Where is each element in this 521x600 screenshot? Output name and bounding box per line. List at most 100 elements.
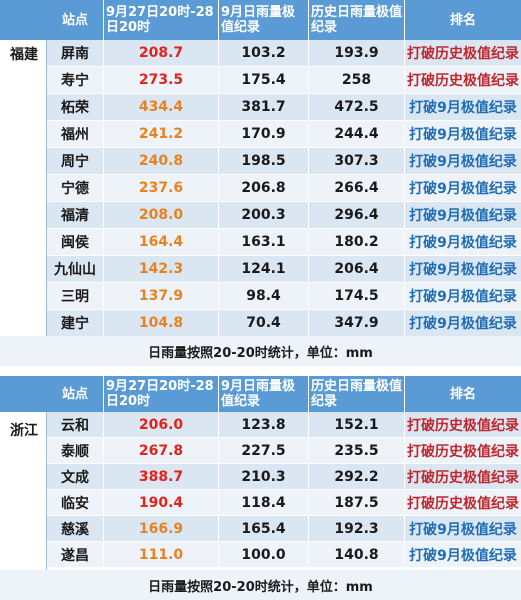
rainfall-cell: 237.6 bbox=[104, 175, 219, 202]
header-hist-record: 历史日雨量极值纪录 bbox=[309, 376, 405, 412]
sept-record-cell: 118.4 bbox=[219, 490, 309, 516]
rainfall-cell: 273.5 bbox=[104, 67, 219, 94]
hist-record-cell: 244.4 bbox=[309, 121, 405, 148]
rank-cell: 打破历史极值纪录 bbox=[405, 40, 521, 67]
rank-cell: 打破9月极值纪录 bbox=[405, 542, 521, 568]
station-cell: 福清 bbox=[47, 202, 104, 229]
rainfall-cell: 208.0 bbox=[104, 202, 219, 229]
table-row: 福清 208.0 200.3 296.4 打破9月极值纪录 bbox=[0, 202, 521, 229]
rank-cell: 打破9月极值纪录 bbox=[405, 175, 521, 202]
station-cell: 遂昌 bbox=[47, 542, 104, 568]
station-cell: 慈溪 bbox=[47, 516, 104, 542]
station-cell: 三明 bbox=[47, 283, 104, 310]
province-label-fujian: 福建 bbox=[0, 40, 47, 336]
header-station: 站点 bbox=[47, 376, 104, 412]
rainfall-cell: 267.8 bbox=[104, 438, 219, 464]
sept-record-cell: 206.8 bbox=[219, 175, 309, 202]
station-cell: 寿宁 bbox=[47, 67, 104, 94]
rank-cell: 打破9月极值纪录 bbox=[405, 148, 521, 175]
rank-cell: 打破9月极值纪录 bbox=[405, 283, 521, 310]
sept-record-cell: 100.0 bbox=[219, 542, 309, 568]
table-row: 建宁 104.8 70.4 347.9 打破9月极值纪录 bbox=[0, 310, 521, 337]
station-cell: 闽侯 bbox=[47, 229, 104, 256]
hist-record-cell: 347.9 bbox=[309, 310, 405, 337]
rainfall-cell: 111.0 bbox=[104, 542, 219, 568]
header-rank: 排名 bbox=[405, 376, 521, 412]
rainfall-cell: 166.9 bbox=[104, 516, 219, 542]
header-hist-record: 历史日雨量极值纪录 bbox=[309, 0, 405, 40]
sept-record-cell: 123.8 bbox=[219, 412, 309, 438]
table-row: 闽侯 164.4 163.1 180.2 打破9月极值纪录 bbox=[0, 229, 521, 256]
hist-record-cell: 307.3 bbox=[309, 148, 405, 175]
fujian-header-row: 站点 9月27日20时-28日20时 9月日雨量极值纪录 历史日雨量极值纪录 排… bbox=[0, 0, 521, 40]
table-row: 宁德 237.6 206.8 266.4 打破9月极值纪录 bbox=[0, 175, 521, 202]
hist-record-cell: 140.8 bbox=[309, 542, 405, 568]
table-row: 柘荣 434.4 381.7 472.5 打破9月极值纪录 bbox=[0, 94, 521, 121]
rank-cell: 打破历史极值纪录 bbox=[405, 438, 521, 464]
sept-record-cell: 175.4 bbox=[219, 67, 309, 94]
station-cell: 建宁 bbox=[47, 310, 104, 337]
sept-record-cell: 210.3 bbox=[219, 464, 309, 490]
station-cell: 泰顺 bbox=[47, 438, 104, 464]
table-gap bbox=[0, 366, 521, 376]
rank-cell: 打破历史极值纪录 bbox=[405, 464, 521, 490]
rainfall-cell: 142.3 bbox=[104, 256, 219, 283]
station-cell: 文成 bbox=[47, 464, 104, 490]
station-cell: 柘荣 bbox=[47, 94, 104, 121]
table-row: 慈溪 166.9 165.4 192.3 打破9月极值纪录 bbox=[0, 516, 521, 542]
rank-cell: 打破9月极值纪录 bbox=[405, 202, 521, 229]
hist-record-cell: 174.5 bbox=[309, 283, 405, 310]
hist-record-cell: 292.2 bbox=[309, 464, 405, 490]
table-row: 云和 206.0 123.8 152.1 打破历史极值纪录 bbox=[0, 412, 521, 438]
station-cell: 宁德 bbox=[47, 175, 104, 202]
hist-record-cell: 472.5 bbox=[309, 94, 405, 121]
sept-record-cell: 381.7 bbox=[219, 94, 309, 121]
station-cell: 云和 bbox=[47, 412, 104, 438]
rank-cell: 打破历史极值纪录 bbox=[405, 412, 521, 438]
rank-cell: 打破9月极值纪录 bbox=[405, 256, 521, 283]
station-cell: 九仙山 bbox=[47, 256, 104, 283]
hist-record-cell: 206.4 bbox=[309, 256, 405, 283]
header-rank: 排名 bbox=[405, 0, 521, 40]
table-row: 寿宁 273.5 175.4 258 打破历史极值纪录 bbox=[0, 67, 521, 94]
rainfall-cell: 388.7 bbox=[104, 464, 219, 490]
hist-record-cell: 258 bbox=[309, 67, 405, 94]
rank-cell: 打破历史极值纪录 bbox=[405, 67, 521, 94]
sept-record-cell: 165.4 bbox=[219, 516, 309, 542]
table-row: 三明 137.9 98.4 174.5 打破9月极值纪录 bbox=[0, 283, 521, 310]
rainfall-cell: 104.8 bbox=[104, 310, 219, 337]
rank-cell: 打破9月极值纪录 bbox=[405, 94, 521, 121]
rainfall-cell: 190.4 bbox=[104, 490, 219, 516]
rainfall-cell: 434.4 bbox=[104, 94, 219, 121]
rainfall-cell: 137.9 bbox=[104, 283, 219, 310]
table-row: 临安 190.4 118.4 187.5 打破历史极值纪录 bbox=[0, 490, 521, 516]
table-row: 周宁 240.8 198.5 307.3 打破9月极值纪录 bbox=[0, 148, 521, 175]
hist-record-cell: 296.4 bbox=[309, 202, 405, 229]
rainfall-cell: 164.4 bbox=[104, 229, 219, 256]
station-cell: 屏南 bbox=[47, 40, 104, 67]
header-sept-record: 9月日雨量极值纪录 bbox=[219, 376, 309, 412]
zhejiang-footer-note: 日雨量按照20-20时统计，单位：mm bbox=[0, 570, 521, 600]
sept-record-cell: 98.4 bbox=[219, 283, 309, 310]
rank-cell: 打破历史极值纪录 bbox=[405, 490, 521, 516]
table-row: 福州 241.2 170.9 244.4 打破9月极值纪录 bbox=[0, 121, 521, 148]
table-row: 泰顺 267.8 227.5 235.5 打破历史极值纪录 bbox=[0, 438, 521, 464]
rank-cell: 打破9月极值纪录 bbox=[405, 121, 521, 148]
hist-record-cell: 235.5 bbox=[309, 438, 405, 464]
header-corner bbox=[0, 376, 47, 412]
hist-record-cell: 193.9 bbox=[309, 40, 405, 67]
station-cell: 临安 bbox=[47, 490, 104, 516]
sept-record-cell: 170.9 bbox=[219, 121, 309, 148]
header-sept-record: 9月日雨量极值纪录 bbox=[219, 0, 309, 40]
rainfall-cell: 240.8 bbox=[104, 148, 219, 175]
fujian-footer-note: 日雨量按照20-20时统计，单位：mm bbox=[0, 336, 521, 366]
rank-cell: 打破9月极值纪录 bbox=[405, 229, 521, 256]
station-cell: 福州 bbox=[47, 121, 104, 148]
table-row: 屏南 208.7 103.2 193.9 打破历史极值纪录 bbox=[0, 40, 521, 67]
sept-record-cell: 163.1 bbox=[219, 229, 309, 256]
hist-record-cell: 187.5 bbox=[309, 490, 405, 516]
rainfall-cell: 241.2 bbox=[104, 121, 219, 148]
sept-record-cell: 70.4 bbox=[219, 310, 309, 337]
hist-record-cell: 266.4 bbox=[309, 175, 405, 202]
station-cell: 周宁 bbox=[47, 148, 104, 175]
